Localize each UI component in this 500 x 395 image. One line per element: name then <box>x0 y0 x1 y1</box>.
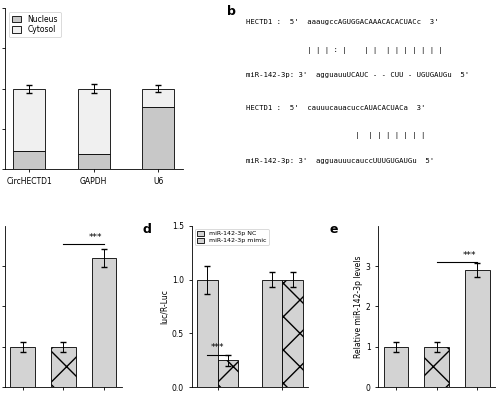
Bar <box>384 347 408 387</box>
Text: HECTD1 :  5'  cauuucauacuccAUACACUACa  3': HECTD1 : 5' cauuucauacuccAUACACUACa 3' <box>246 105 426 111</box>
Text: b: b <box>226 5 235 18</box>
Bar <box>142 107 174 169</box>
Bar <box>142 88 174 107</box>
Text: e: e <box>330 222 338 235</box>
Text: ***: *** <box>211 342 224 352</box>
Bar <box>218 360 238 387</box>
Bar <box>465 270 489 387</box>
Bar <box>78 154 110 169</box>
Text: miR-142-3p: 3'  agguauuucauccUUUGUGAUGu  5': miR-142-3p: 3' agguauuucauccUUUGUGAUGu 5… <box>246 158 434 164</box>
Bar <box>424 347 449 387</box>
Bar <box>10 347 35 387</box>
Text: ***: *** <box>89 233 102 242</box>
Y-axis label: luc/R-Luc: luc/R-Luc <box>160 289 169 324</box>
Text: HECTD1 :  5'  aaaugccAGUGGACAAACACACUACc  3': HECTD1 : 5' aaaugccAGUGGACAAACACACUACc 3… <box>246 19 439 25</box>
Bar <box>13 88 46 151</box>
Y-axis label: Relative miR-142-3p levels: Relative miR-142-3p levels <box>354 255 363 357</box>
Legend: Nucleus, Cytosol: Nucleus, Cytosol <box>9 12 60 38</box>
Bar <box>262 280 282 387</box>
Bar <box>282 280 303 387</box>
Legend: miR-142-3p NC, miR-142-3p mimic: miR-142-3p NC, miR-142-3p mimic <box>195 229 268 245</box>
Bar <box>51 347 76 387</box>
Text: ***: *** <box>462 251 476 260</box>
Bar <box>78 88 110 154</box>
Bar <box>197 280 218 387</box>
Text: |  | | | | | | |: | | | | | | | | <box>246 132 426 139</box>
Text: | | | : |    | |  | | | | | | |: | | | : | | | | | | | | | | <box>246 47 444 54</box>
Text: miR-142-3p: 3'  agguauuUCAUC - - CUU - UGUGAUGu  5': miR-142-3p: 3' agguauuUCAUC - - CUU - UG… <box>246 72 470 79</box>
Text: d: d <box>142 222 152 235</box>
Bar <box>92 258 116 387</box>
Bar <box>13 151 46 169</box>
